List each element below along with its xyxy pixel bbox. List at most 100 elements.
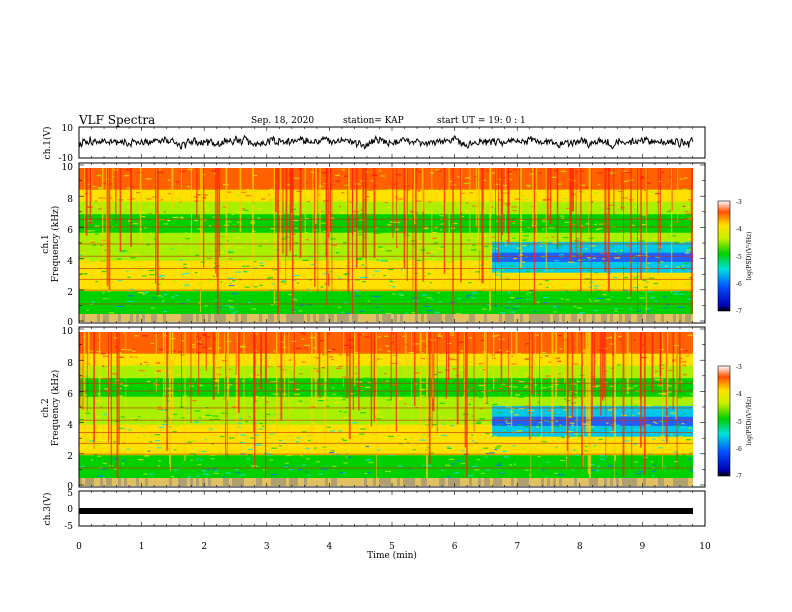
spectrogram-cell [574, 310, 578, 312]
spectrogram-cell [575, 454, 579, 456]
spectrogram-cell [196, 191, 201, 193]
spectrogram-cell [242, 343, 249, 345]
low-frequency-strip [307, 478, 310, 486]
spectrogram-cell [298, 310, 302, 312]
spectrogram-cell [494, 183, 501, 185]
spectrogram-cell [355, 405, 359, 407]
spectrogram-cell [269, 459, 274, 461]
spectrogram-cell [239, 345, 246, 347]
spectrogram-cell [517, 170, 520, 172]
sferic-streak [580, 168, 582, 292]
low-frequency-strip [652, 314, 655, 322]
spectrogram-cell [269, 387, 272, 389]
spectrogram-cell [679, 241, 685, 244]
low-frequency-strip [649, 314, 652, 322]
spectrogram-cell [579, 364, 583, 366]
spectrogram-cell [319, 365, 323, 367]
spectrogram-cell [220, 264, 223, 267]
low-frequency-strip [415, 478, 418, 486]
spectrogram-cell [519, 173, 526, 175]
spectrogram-cell [385, 470, 391, 473]
low-frequency-strip [271, 478, 274, 486]
spectrogram-cell [479, 408, 483, 410]
spectrogram-cell [126, 448, 130, 450]
spectrogram-cell [587, 257, 591, 259]
spectrogram-cell [590, 201, 594, 203]
spectrogram-cell [344, 175, 349, 177]
spectrogram-cell [143, 438, 146, 440]
spectrogram-cell [497, 334, 500, 336]
low-frequency-strip [283, 314, 286, 322]
spectrogram-cell [310, 413, 315, 415]
spectrogram-cell [599, 455, 605, 457]
ch2-ytick-8: 8 [67, 359, 73, 369]
sferic-streak [286, 168, 288, 257]
spectrogram-cell [523, 198, 529, 200]
x-axis: 0 1 2 3 4 5 6 7 8 9 10 Time (min) [76, 542, 711, 561]
spectrogram-cell [270, 380, 276, 383]
spectrogram-cell [187, 406, 194, 408]
spectrogram-band [79, 387, 693, 397]
spectrogram-cell [439, 229, 443, 231]
spectrogram-cell [628, 177, 631, 179]
spectrogram-cell [261, 409, 266, 411]
spectrogram-cell [636, 275, 640, 277]
spectrogram-cell [570, 383, 577, 385]
spectrogram-cell [645, 281, 649, 283]
low-frequency-strip [400, 478, 403, 486]
sferic-streak [412, 168, 414, 290]
spectrogram-cell [93, 238, 99, 240]
spectrogram-cell [130, 458, 134, 460]
spectrogram-cell [314, 254, 319, 256]
sferic-streak [481, 168, 483, 283]
spectrogram-cell [333, 242, 337, 244]
low-frequency-strip [463, 314, 466, 322]
low-frequency-strip [190, 478, 193, 486]
spectrogram-cell [542, 199, 548, 201]
spectrogram-cell [606, 422, 609, 424]
sferic-streak [216, 168, 217, 277]
sferic-streak [510, 332, 513, 427]
spectrogram-cell [312, 380, 317, 382]
spectrogram-cell [373, 232, 380, 234]
spectrogram-cell [137, 380, 142, 383]
spectrogram-cell [504, 245, 507, 247]
spectrogram-cell [154, 384, 160, 386]
spectrogram-cell [681, 423, 685, 425]
low-frequency-strip [139, 478, 142, 486]
spectrogram-cell [423, 347, 427, 350]
low-frequency-strip [484, 314, 487, 322]
narrowband-line [79, 419, 693, 421]
spectrogram-cell [119, 388, 122, 390]
spectrogram-band [79, 201, 693, 215]
spectrogram-cell [514, 198, 521, 200]
spectrogram-cell [177, 244, 182, 246]
low-frequency-strip [544, 314, 547, 322]
spectrogram-cell [213, 472, 219, 474]
low-frequency-strip [322, 478, 325, 486]
low-frequency-strip [391, 314, 394, 322]
spectrogram-cell [87, 437, 90, 439]
spectrogram-cell [103, 217, 108, 219]
spectrogram-cell [475, 271, 480, 273]
spectrogram-cell [139, 395, 146, 397]
spectrogram-cell [557, 335, 563, 337]
spectrogram-cell [157, 171, 163, 174]
sferic-streak [326, 168, 328, 306]
spectrogram-cell [203, 170, 206, 172]
spectrogram-cell [227, 213, 233, 215]
spectrogram-cell [550, 394, 557, 396]
sferic-streak [533, 168, 536, 304]
sferic-streak [623, 168, 624, 291]
spectrogram-cell [179, 170, 186, 173]
spectrogram-cell [580, 191, 586, 193]
spectrogram-cell [326, 426, 331, 428]
spectrogram-cell [112, 339, 116, 341]
spectrogram-cell [271, 447, 277, 449]
spectrogram-cell [576, 240, 580, 242]
spectrogram-cell [190, 459, 193, 461]
spectrogram-cell [163, 219, 167, 221]
spectrogram-cell [293, 299, 298, 301]
spectrogram-cell [379, 348, 382, 350]
spectrogram-cell [168, 193, 171, 195]
